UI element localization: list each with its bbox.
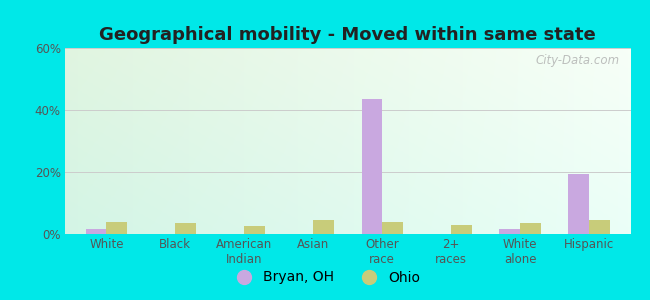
- Bar: [313, 220, 334, 234]
- Bar: [244, 226, 265, 234]
- Bar: [569, 173, 589, 234]
- Bar: [451, 225, 472, 234]
- Bar: [382, 222, 403, 234]
- Bar: [107, 222, 127, 234]
- Text: City-Data.com: City-Data.com: [535, 54, 619, 67]
- Bar: [361, 99, 382, 234]
- Legend: Bryan, OH, Ohio: Bryan, OH, Ohio: [224, 265, 426, 290]
- Bar: [499, 229, 520, 234]
- Bar: [520, 223, 541, 234]
- Bar: [589, 220, 610, 234]
- Bar: [176, 223, 196, 234]
- Title: Geographical mobility - Moved within same state: Geographical mobility - Moved within sam…: [99, 26, 596, 44]
- Bar: [86, 229, 107, 234]
